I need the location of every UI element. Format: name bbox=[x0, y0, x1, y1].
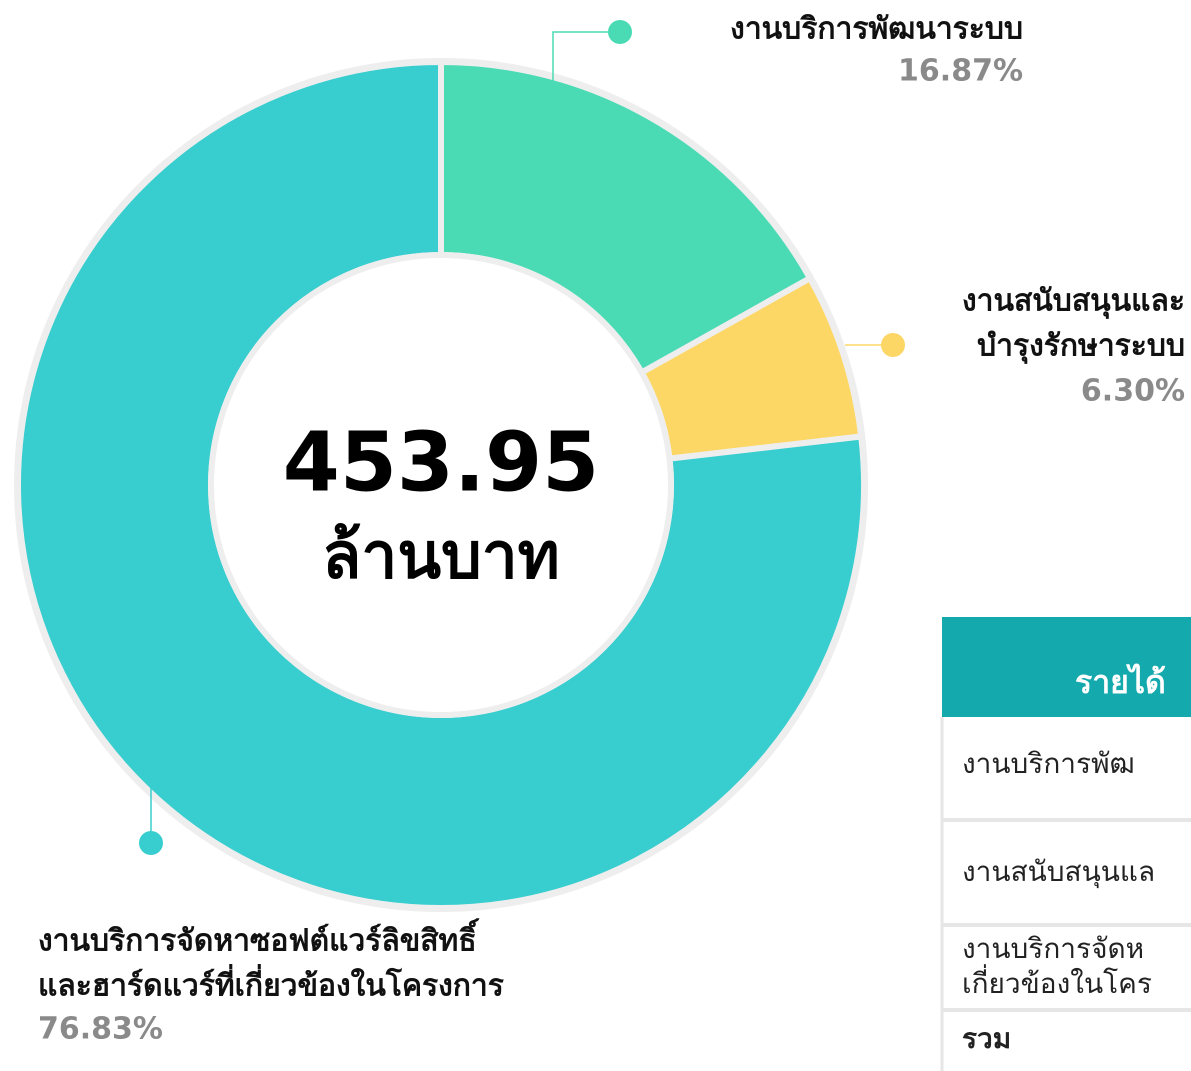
table-header bbox=[942, 617, 1191, 717]
segment-label: และฮาร์ดแวร์ที่เกี่ยวข้องในโครงการ bbox=[38, 964, 504, 1004]
center-unit: ล้านบาท bbox=[322, 520, 560, 594]
segment-label: บำรุงรักษาระบบ bbox=[977, 329, 1185, 365]
label-dot bbox=[881, 333, 905, 357]
table-cell: เกี่ยวข้องในโคร bbox=[962, 964, 1152, 1000]
segment-value: 16.87% bbox=[898, 54, 1023, 89]
donut-hole bbox=[208, 252, 674, 718]
leader-line bbox=[150, 774, 180, 843]
table-header-text: รายได้ bbox=[1075, 663, 1166, 701]
table-cell: งานสนับสนุนแล bbox=[962, 855, 1155, 889]
center-total: 453.95 bbox=[283, 415, 599, 510]
segment-label: งานบริการจัดหาซอฟต์แวร์ลิขสิทธิ์ bbox=[38, 918, 480, 959]
table-cell: งานบริการจัดห bbox=[962, 932, 1144, 965]
leader-line bbox=[552, 31, 620, 82]
table-cell: รวม bbox=[962, 1022, 1011, 1055]
table-cell: งานบริการพัฒ bbox=[962, 747, 1135, 780]
label-dot bbox=[608, 20, 632, 44]
label-dot bbox=[139, 831, 163, 855]
segment-label: งานบริการพัฒนาระบบ bbox=[730, 12, 1023, 47]
segment-value: 76.83% bbox=[38, 1012, 163, 1047]
segment-value: 6.30% bbox=[1081, 374, 1185, 409]
segment-label: งานสนับสนุนและ bbox=[962, 284, 1185, 320]
